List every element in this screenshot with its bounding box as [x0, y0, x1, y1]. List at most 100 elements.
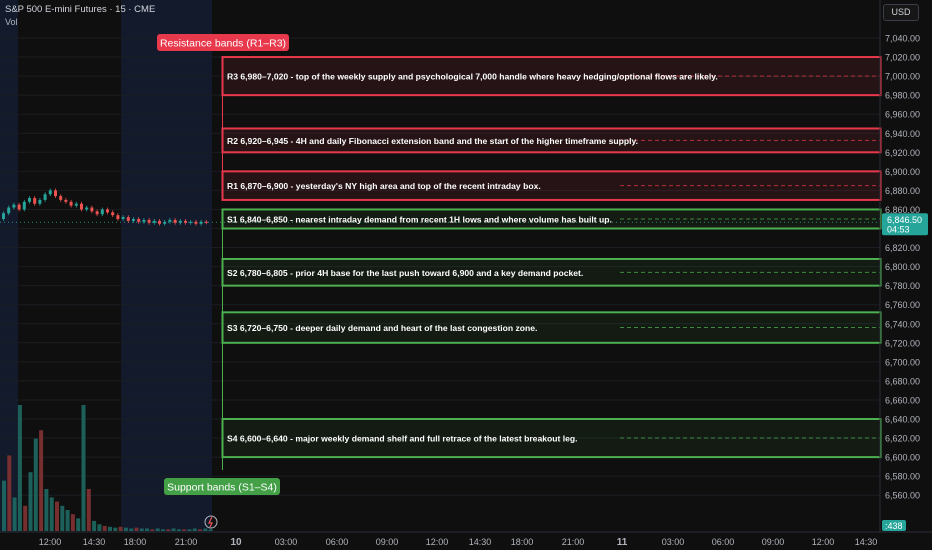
volume-indicator-label[interactable]: Vol — [5, 17, 18, 27]
volume-bar — [33, 438, 38, 531]
volume-bar — [182, 529, 187, 531]
time-tick-label: 21:00 — [175, 537, 198, 547]
volume-bar — [155, 528, 160, 531]
zone-band-label: S4 6,600–6,640 - major weekly demand she… — [227, 434, 578, 444]
price-tick-label: 6,800.00 — [885, 262, 920, 272]
zone-band-label: S1 6,840–6,850 - nearest intraday demand… — [227, 214, 612, 224]
time-tick-label: 14:30 — [855, 537, 878, 547]
time-tick-label: 03:00 — [275, 537, 298, 547]
volume-bar — [65, 510, 70, 531]
volume-value-text: :438 — [885, 521, 903, 531]
volume-bar — [113, 527, 118, 531]
support-group-tag: Support bands (S1–S4) — [164, 478, 280, 495]
zone-band-label: R1 6,870–6,900 - yesterday's NY high are… — [227, 181, 541, 191]
volume-bar — [70, 514, 75, 531]
symbol-title[interactable]: S&P 500 E-mini Futures · 15 · CME — [5, 4, 156, 15]
price-tick-label: 6,860.00 — [885, 205, 920, 215]
zone-band-label: S2 6,780–6,805 - prior 4H base for the l… — [227, 268, 583, 278]
price-tick-label: 7,040.00 — [885, 34, 920, 44]
volume-bar — [118, 526, 123, 531]
support-group-tag-box — [164, 478, 280, 495]
candle-body — [12, 204, 16, 208]
candle-body — [95, 211, 99, 215]
replay-icon-bolt — [208, 516, 213, 528]
price-tick-label: 6,620.00 — [885, 434, 920, 444]
volume-bar — [39, 430, 44, 531]
volume-bar — [44, 489, 49, 531]
volume-bar — [166, 529, 171, 531]
volume-bar — [23, 505, 28, 531]
candle-body — [90, 207, 94, 212]
price-tick-label: 6,720.00 — [885, 338, 920, 348]
candle-body — [137, 218, 141, 222]
volume-bar — [102, 525, 107, 531]
currency-button[interactable]: USD — [883, 4, 919, 21]
candle-body — [48, 190, 52, 195]
price-tick-label: 6,760.00 — [885, 300, 920, 310]
price-tick-label: 6,880.00 — [885, 186, 920, 196]
session-shade-2 — [121, 0, 212, 532]
candle-body — [173, 219, 177, 223]
time-tick-label: 06:00 — [326, 537, 349, 547]
volume-bar — [139, 528, 144, 531]
candle-body — [2, 213, 5, 219]
time-tick-label: 11 — [617, 537, 628, 548]
time-tick-label: 18:00 — [124, 537, 147, 547]
candle-body — [43, 194, 47, 200]
volume-bar — [129, 528, 134, 531]
price-tick-label: 6,680.00 — [885, 376, 920, 386]
time-tick-label: 06:00 — [712, 537, 735, 547]
time-tick-label: 09:00 — [762, 537, 785, 547]
resistance-group-tag: Resistance bands (R1–R3) — [157, 34, 289, 51]
time-tick-label: 03:00 — [662, 537, 685, 547]
volume-bar — [192, 528, 197, 531]
time-axis[interactable]: 12:00 14:30 18:00 21:00 10 03:00 06:00 09:00 12:… — [0, 531, 932, 548]
candle-body — [132, 218, 135, 221]
candle-body — [106, 209, 109, 213]
price-tick-label: 6,980.00 — [885, 91, 920, 101]
volume-bar — [150, 529, 155, 531]
candle-body — [199, 221, 203, 224]
volume-bar — [123, 527, 128, 531]
candle-body — [7, 207, 11, 214]
price-tick-label: 6,940.00 — [885, 129, 920, 139]
time-tick-label: 12:00 — [39, 537, 62, 547]
candle-body — [64, 199, 68, 202]
candle-body — [189, 221, 193, 223]
candle-body — [22, 201, 26, 210]
candle-body — [121, 217, 125, 219]
time-tick-label: 12:00 — [812, 537, 835, 547]
price-tick-label: 6,780.00 — [885, 281, 920, 291]
volume-bar — [76, 518, 81, 531]
volume-bar — [55, 501, 59, 531]
volume-bar — [187, 529, 192, 531]
zone-band-label: R2 6,920–6,945 - 4H and daily Fibonacci … — [227, 136, 638, 146]
price-tick-label: 6,640.00 — [885, 415, 920, 425]
volume-bar — [7, 455, 12, 531]
volume-bar — [108, 526, 112, 531]
volume-bar — [12, 497, 17, 531]
zone-band-s2: S2 6,780–6,805 - prior 4H base for the l… — [221, 257, 882, 287]
volume-bar — [208, 529, 213, 531]
zone-band-r3: R3 6,980–7,020 - top of the weekly suppl… — [221, 56, 882, 97]
volume-bar — [176, 529, 181, 531]
zone-bands: R3 6,980–7,020 - top of the weekly suppl… — [157, 34, 882, 495]
candle-body — [204, 221, 208, 223]
candle-body — [17, 204, 21, 210]
time-tick-label: 09:00 — [376, 537, 399, 547]
volume-value-tag — [882, 520, 906, 531]
volume-bar — [86, 489, 91, 531]
candle-body — [194, 221, 198, 224]
price-tick-label: 6,600.00 — [885, 453, 920, 463]
price-tick-label: 6,660.00 — [885, 395, 920, 405]
candle-body — [28, 198, 31, 202]
time-tick-label: 14:30 — [83, 537, 106, 547]
price-tick-label: 6,900.00 — [885, 167, 920, 177]
price-tick-label: 7,020.00 — [885, 53, 920, 63]
price-axis[interactable]: 7,040.00 7,020.00 7,000.00 6,980.00 6,960.00… — [879, 0, 920, 532]
candle-body — [100, 209, 104, 215]
candle-body — [59, 196, 63, 200]
time-tick-label: 14:30 — [469, 537, 492, 547]
candle-body — [116, 215, 120, 219]
